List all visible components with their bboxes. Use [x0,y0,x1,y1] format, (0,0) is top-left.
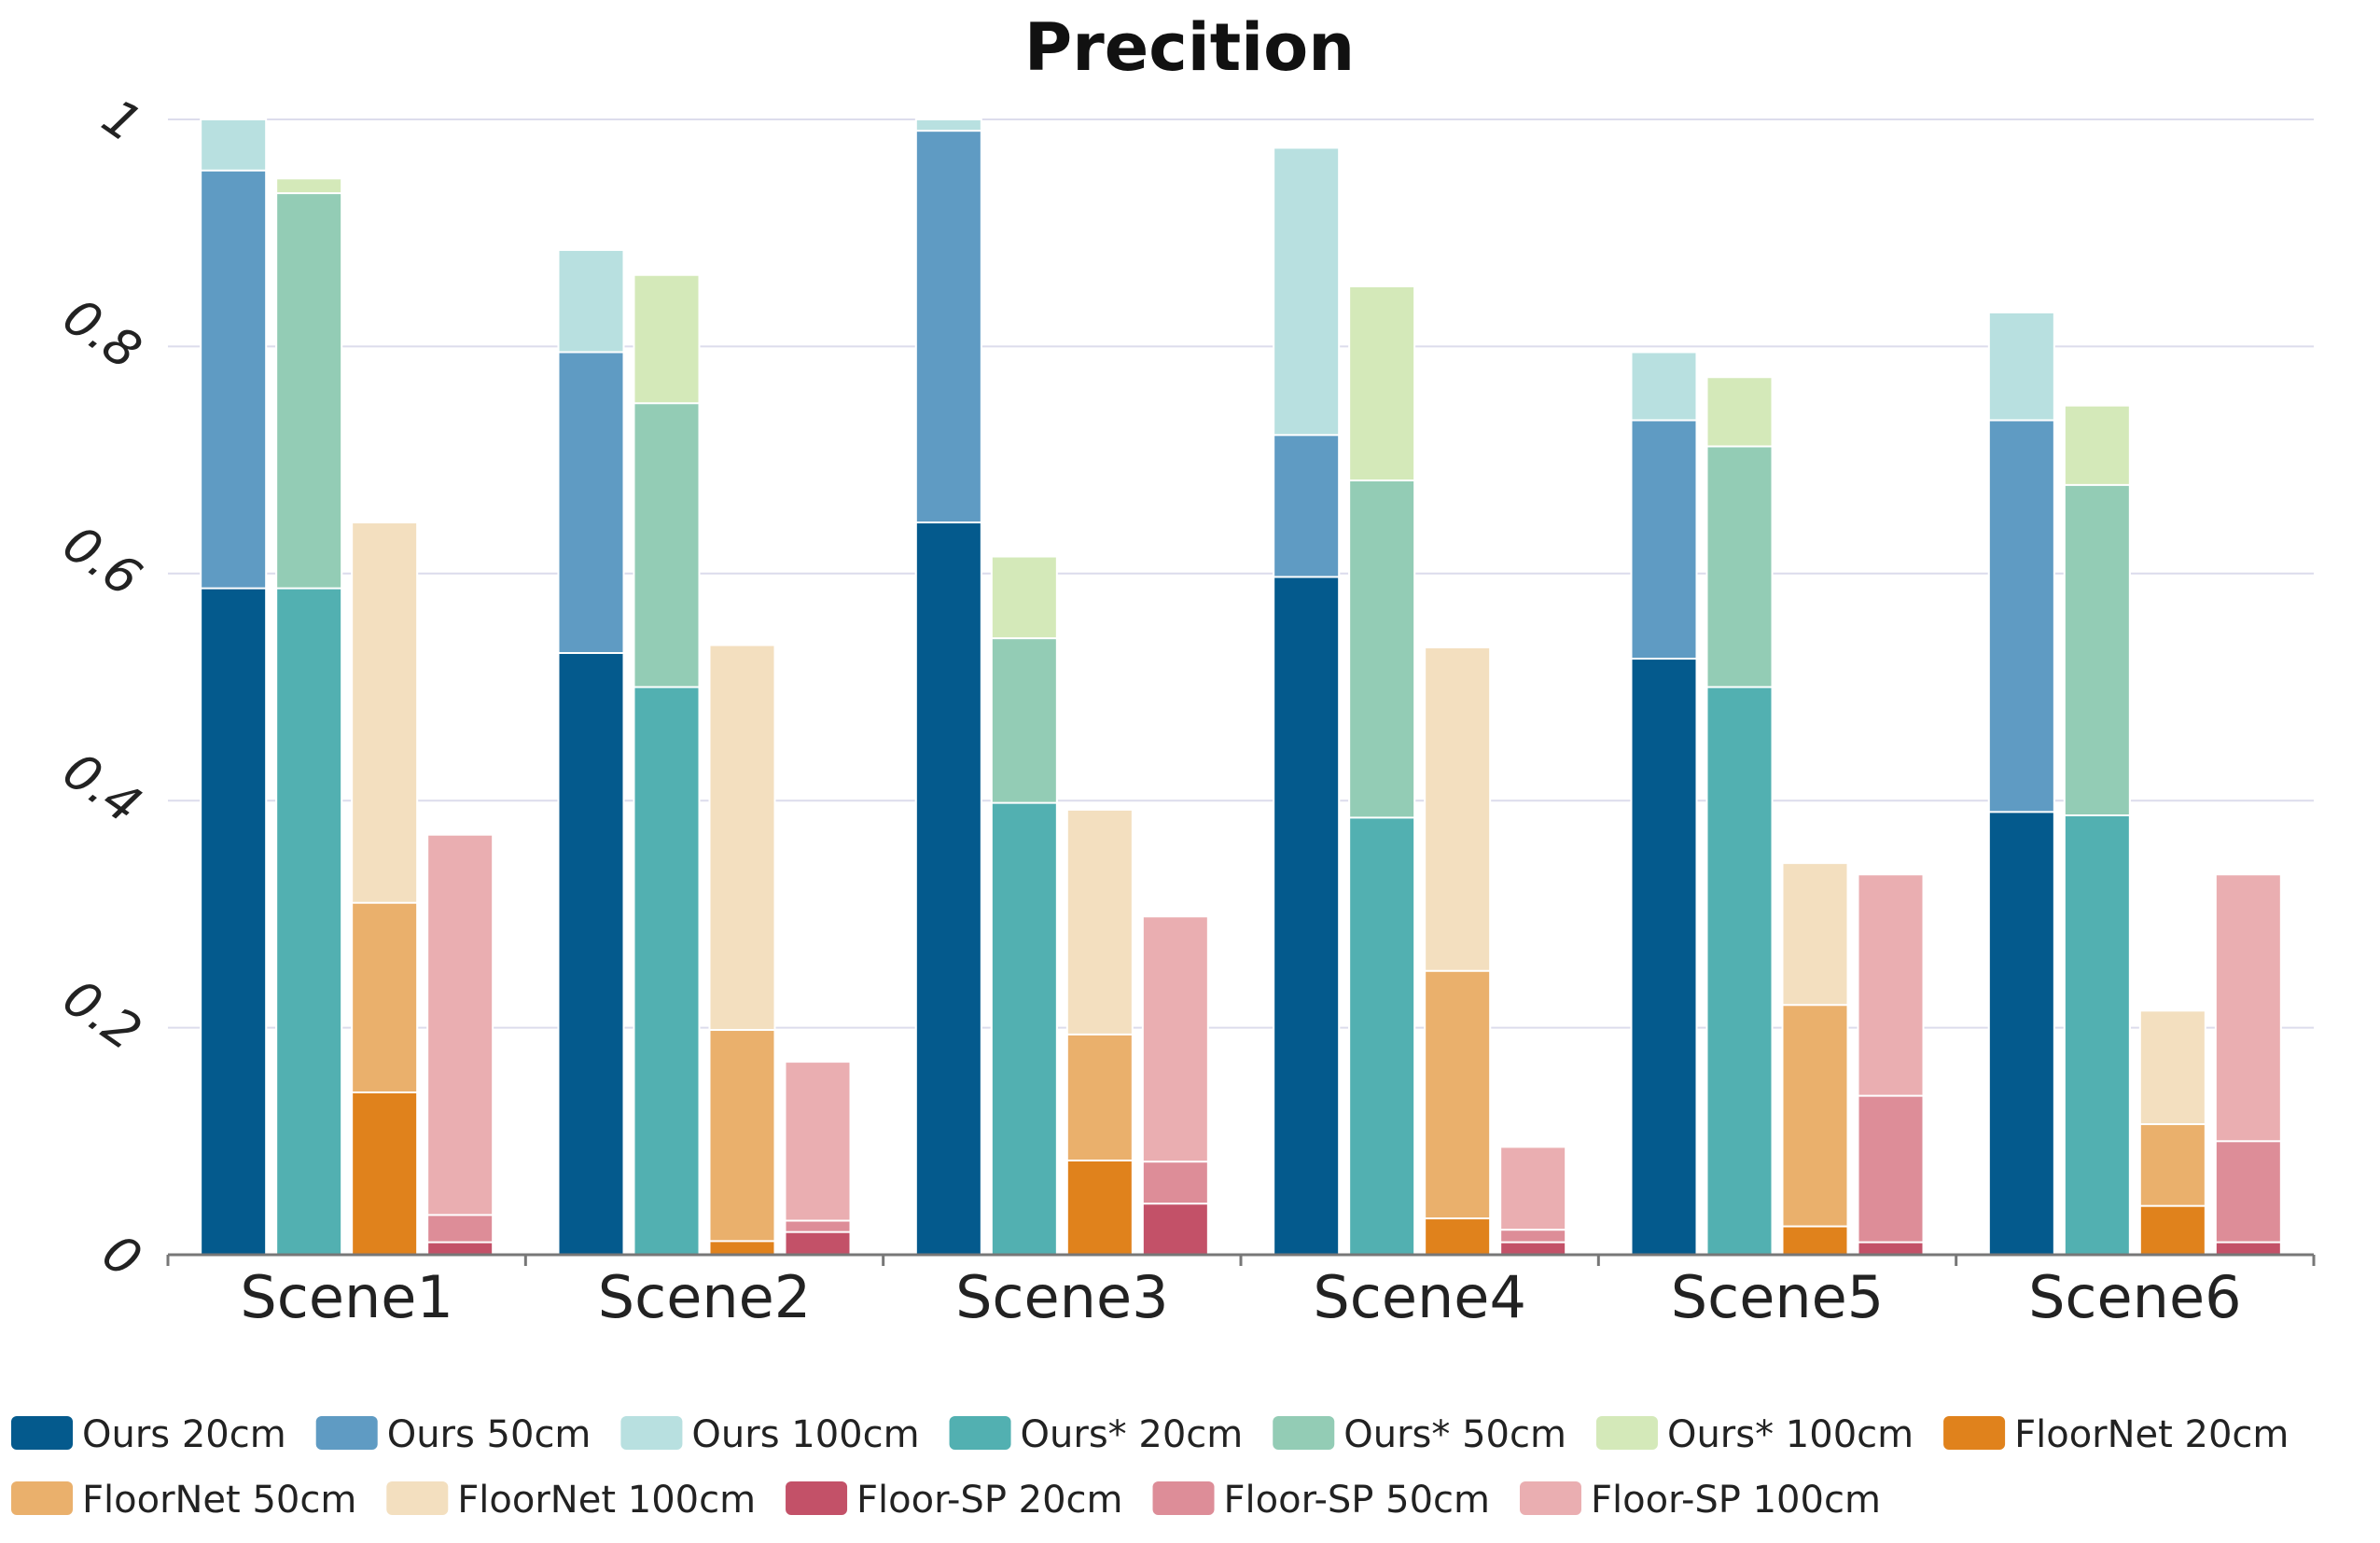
legend-item-floornet-100cm[interactable]: FloorNet 100cm [386,1479,756,1522]
legend-item-ours-20cm[interactable]: Ours 20cm [11,1413,286,1456]
x-tick-label-scene4: Scene4 [1313,1263,1525,1331]
bar-scene4-floornet-20cm [1424,1217,1492,1257]
legend-label: FloorNet 20cm [2014,1413,2289,1456]
axes: 0 0.2 0.4 0.6 0.8 1 Scene1 Scene2 Scene3 Scene4 Sc… [52,88,2316,1331]
bar-scene1-floor-sp-20cm [426,1241,494,1257]
chart-title: Precition [1024,9,1355,86]
legend-label: Ours* 100cm [1667,1413,1914,1456]
y-tick-label: 1 [91,88,151,154]
legend-swatch [1519,1481,1581,1515]
y-tick-label: 0 [91,1223,151,1289]
bar-scene4-ours-star-20cm [1348,816,1416,1257]
legend-swatch [620,1416,683,1450]
bar-scene1-floornet-20cm [351,1091,419,1256]
y-tick-label: 0.4 [52,741,151,835]
bar-scene4-ours-20cm [1273,576,1341,1256]
legend-swatch [1152,1481,1215,1515]
legend-label: Ours* 20cm [1021,1413,1244,1456]
legend-item-floornet-20cm[interactable]: FloorNet 20cm [1943,1413,2289,1456]
bar-scene5-floornet-20cm [1781,1225,1849,1256]
legend-swatch [949,1416,1011,1450]
legend-item-floor-sp-20cm[interactable]: Floor-SP 20cm [786,1479,1123,1522]
bar-scene5-ours-20cm [1630,658,1698,1256]
legend-item-ours-star-20cm[interactable]: Ours* 20cm [949,1413,1244,1456]
legend-swatch [11,1481,73,1515]
bars [200,118,2282,1257]
legend-label: Floor-SP 20cm [856,1479,1122,1522]
bar-scene5-ours-star-20cm [1705,686,1774,1256]
legend-label: Floor-SP 100cm [1591,1479,1881,1522]
bar-scene5-floornet-50cm [1781,1004,1849,1256]
y-tick-label: 0.2 [52,968,151,1063]
y-tick-label: 0.8 [52,286,151,381]
x-tick-label-scene1: Scene1 [240,1263,452,1331]
legend-item-ours-100cm[interactable]: Ours 100cm [620,1413,920,1456]
legend-swatch [315,1416,378,1450]
legend: Ours 20cm Ours 50cm Ours 100cm Ours* 20cm Ou… [11,1413,2289,1522]
legend-label: Ours* 50cm [1343,1413,1566,1456]
bar-scene5-floor-sp-20cm [1857,1241,1925,1257]
legend-swatch [11,1416,73,1450]
x-tick-label-scene2: Scene2 [598,1263,811,1331]
bar-scene2-floornet-50cm [708,1029,776,1257]
legend-item-ours-star-100cm[interactable]: Ours* 100cm [1595,1413,1914,1456]
bar-scene3-floornet-20cm [1065,1159,1134,1257]
legend-label: Ours 50cm [387,1413,592,1456]
bar-scene1-floor-sp-100cm [426,833,494,1257]
bar-scene3-ours-20cm [914,521,982,1256]
legend-item-floornet-50cm[interactable]: FloorNet 50cm [11,1479,356,1522]
x-tick-label-scene5: Scene5 [1671,1263,1884,1331]
legend-label: Ours 100cm [691,1413,919,1456]
legend-item-floor-sp-50cm[interactable]: Floor-SP 50cm [1152,1479,1490,1522]
legend-label: FloorNet 50cm [82,1479,356,1522]
x-tick-label-scene6: Scene6 [2028,1263,2241,1331]
legend-label: Ours 20cm [82,1413,286,1456]
bar-scene2-ours-star-20cm [633,686,701,1256]
legend-swatch [1595,1416,1658,1450]
legend-item-floor-sp-100cm[interactable]: Floor-SP 100cm [1519,1479,1881,1522]
bar-scene3-ours-star-20cm [990,801,1058,1256]
bar-scene5-floor-sp-50cm [1857,1094,1925,1256]
bar-scene2-floor-sp-20cm [784,1230,852,1257]
legend-swatch [1943,1416,2006,1450]
legend-label: Floor-SP 50cm [1224,1479,1490,1522]
legend-item-ours-50cm[interactable]: Ours 50cm [315,1413,592,1456]
grid-lines [168,118,2314,1029]
bar-scene6-ours-20cm [1987,811,2055,1256]
bar-scene2-ours-20cm [557,651,625,1256]
bar-scene1-ours-star-20cm [275,587,343,1256]
legend-swatch [386,1481,449,1515]
bar-scene6-floor-sp-50cm [2214,1140,2282,1257]
x-tick-label-scene3: Scene3 [955,1263,1168,1331]
bar-scene1-ours-20cm [200,587,268,1256]
legend-item-ours-star-50cm[interactable]: Ours* 50cm [1273,1413,1566,1456]
y-tick-label: 0.6 [52,514,151,608]
bar-scene4-floor-sp-20cm [1499,1241,1567,1257]
legend-swatch [1273,1416,1335,1450]
bar-scene6-ours-star-20cm [2063,814,2131,1256]
bar-scene6-floornet-20cm [2138,1204,2206,1256]
bar-scene4-floornet-50cm [1424,969,1492,1256]
bar-scene3-floor-sp-20cm [1141,1202,1209,1256]
bar-scene2-floornet-20cm [708,1240,776,1256]
legend-label: FloorNet 100cm [457,1479,756,1522]
bar-scene6-floor-sp-20cm [2214,1241,2282,1257]
legend-swatch [786,1481,848,1515]
